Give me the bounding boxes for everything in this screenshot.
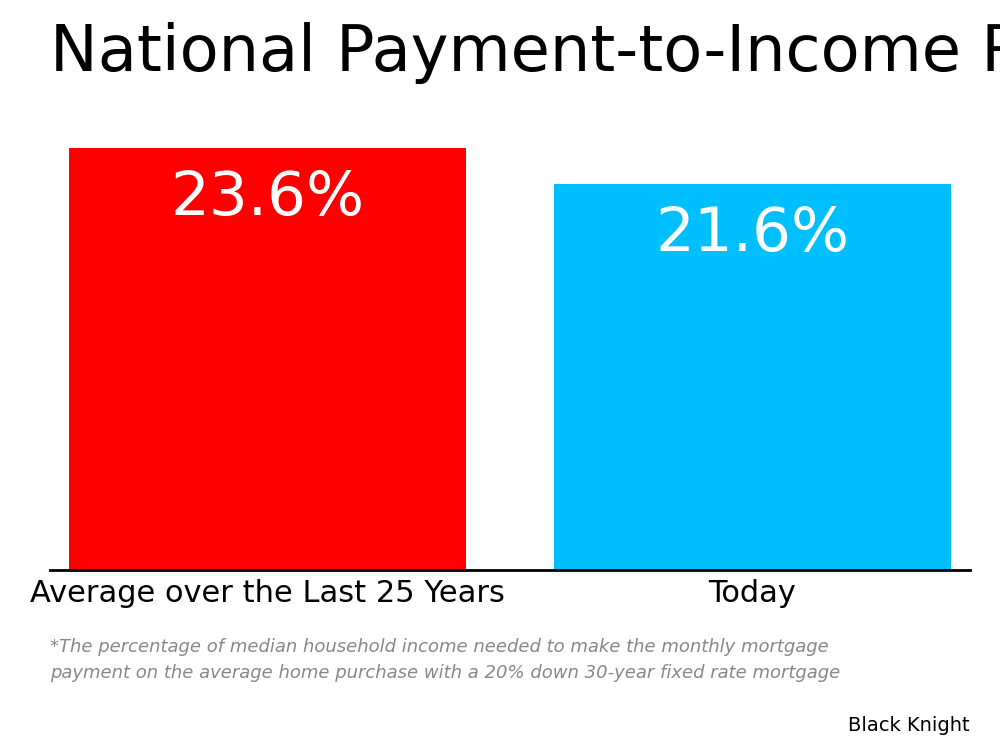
Bar xyxy=(554,184,951,570)
Text: National Payment-to-Income Ratio*: National Payment-to-Income Ratio* xyxy=(50,22,1000,85)
Text: 23.6%: 23.6% xyxy=(171,170,365,229)
Bar xyxy=(69,148,466,570)
Text: *The percentage of median household income needed to make the monthly mortgage
p: *The percentage of median household inco… xyxy=(50,638,840,682)
Text: Black Knight: Black Knight xyxy=(848,716,970,735)
Text: Average over the Last 25 Years: Average over the Last 25 Years xyxy=(30,579,505,608)
Text: 21.6%: 21.6% xyxy=(655,206,849,264)
Text: Today: Today xyxy=(708,579,796,608)
